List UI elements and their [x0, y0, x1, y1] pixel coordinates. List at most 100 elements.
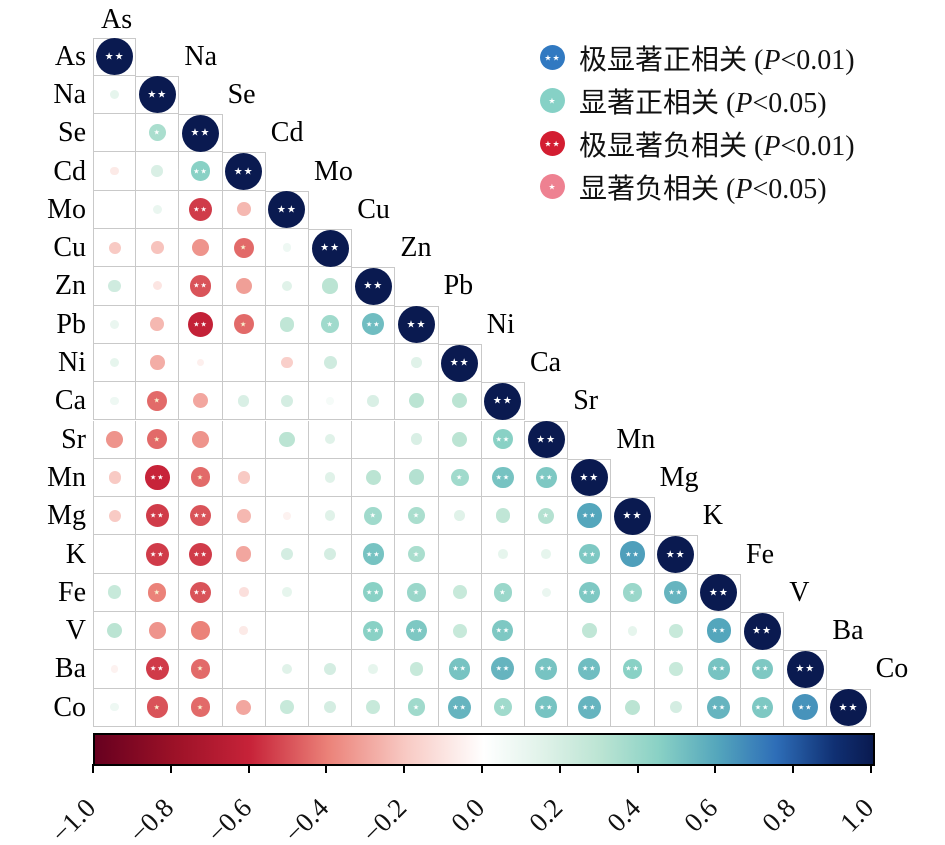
matrix-cell: ★: [179, 688, 223, 727]
matrix-cell: [352, 688, 396, 727]
corr-dot: [409, 662, 424, 676]
row-label: Mg: [47, 500, 86, 532]
corr-dot: ★★: [751, 696, 773, 718]
matrix-cell: ★★: [568, 535, 612, 574]
col-label: Cd: [270, 117, 304, 149]
corr-dot: [411, 357, 422, 368]
sig-stars: ★★: [276, 204, 297, 216]
row-label: Mo: [47, 193, 86, 225]
corr-dot: ★★: [189, 504, 212, 527]
corr-dot: ★★: [448, 695, 472, 719]
matrix-cell: [179, 420, 223, 459]
corr-dot: [108, 241, 121, 254]
sig-stars: ★: [240, 243, 248, 252]
matrix-cell: [654, 688, 698, 727]
matrix-cell: ★★: [784, 650, 828, 689]
corr-dot: [281, 280, 293, 292]
matrix-cell: [93, 535, 137, 574]
sig-stars: ★: [548, 96, 557, 105]
sig-stars: ★: [153, 128, 161, 137]
matrix-cell: ★★: [525, 420, 569, 459]
sig-stars: ★★: [193, 320, 208, 329]
col-label: Mn: [616, 423, 656, 455]
matrix-cell: ★★: [568, 458, 612, 498]
sig-stars: ★★: [579, 472, 600, 484]
matrix-cell: ★: [438, 458, 482, 498]
colorbar-tick-label: 0.4: [600, 792, 646, 838]
corr-dot: ★★: [577, 695, 601, 719]
matrix-cell: [265, 382, 309, 421]
colorbar-tick-label: −0.4: [278, 792, 335, 845]
corr-dot: ★★: [619, 541, 646, 567]
matrix-cell: [309, 420, 353, 459]
matrix-cell: ★★: [179, 497, 223, 536]
matrix-cell: ★★: [481, 650, 525, 689]
matrix-cell: [309, 535, 353, 574]
matrix-cell: [93, 650, 137, 689]
matrix-cell: ★: [352, 497, 396, 536]
sig-stars: ★★: [104, 51, 125, 63]
colorbar-tick-label: −1.0: [45, 792, 102, 845]
sig-stars: ★★: [150, 473, 165, 482]
matrix-cell: ★★: [611, 535, 655, 574]
sig-stars: ★★: [449, 357, 470, 369]
corr-dot: [624, 699, 641, 715]
sig-stars: ★★: [711, 664, 727, 673]
corr-dot: [668, 662, 683, 676]
sig-stars: ★★: [582, 588, 597, 597]
sig-stars: ★★: [538, 473, 554, 482]
corr-dot: [281, 663, 293, 675]
matrix-cell: ★: [136, 114, 180, 153]
matrix-cell: [525, 573, 569, 612]
sig-stars: ★: [153, 588, 161, 597]
matrix-cell: [179, 382, 223, 421]
corr-dot: [152, 281, 162, 291]
sig-stars: ★★: [452, 703, 467, 712]
matrix-cell: ★★: [568, 650, 612, 689]
corr-dot: ★★: [664, 580, 688, 604]
row-label: Se: [58, 117, 86, 149]
corr-dot: ★★: [491, 657, 515, 681]
sig-stars: ★★: [582, 511, 597, 520]
sig-stars: ★★: [711, 703, 727, 712]
sig-stars: ★: [499, 588, 507, 597]
sig-stars: ★: [369, 511, 377, 520]
matrix-cell: [136, 267, 180, 306]
corr-dot: ★★: [397, 306, 435, 344]
matrix-cell: [93, 573, 137, 612]
matrix-cell: [352, 650, 396, 689]
matrix-cell: [352, 343, 396, 383]
matrix-cell: ★★: [525, 650, 569, 689]
sig-stars: ★★: [708, 587, 729, 599]
corr-dot: [324, 472, 336, 483]
corr-dot: ★★: [362, 313, 385, 336]
matrix-cell: [352, 382, 396, 421]
sig-stars: ★★: [193, 167, 208, 176]
matrix-cell: ★★: [179, 152, 223, 191]
matrix-cell: [222, 535, 266, 574]
corr-dot: [192, 239, 209, 257]
colorbar-tick: [247, 764, 250, 773]
row-label: Ca: [54, 385, 86, 417]
corr-dot: ★: [408, 507, 425, 525]
sig-stars: ★★: [492, 395, 513, 407]
colorbar-tick: [792, 764, 795, 773]
sig-stars: ★★: [752, 625, 773, 637]
matrix-cell: ★★: [481, 612, 525, 651]
corr-dot: [324, 662, 337, 676]
col-label: Na: [184, 40, 218, 72]
matrix-cell: [222, 497, 266, 536]
matrix-cell: ★★: [352, 267, 396, 306]
sig-stars: ★: [153, 703, 161, 712]
matrix-cell: [93, 688, 137, 727]
corr-dot: [236, 202, 251, 217]
matrix-cell: ★: [481, 688, 525, 727]
corr-dot: ★★: [708, 658, 730, 680]
matrix-cell: ★★: [568, 497, 612, 536]
matrix-cell: [136, 305, 180, 344]
corr-dot: [326, 397, 334, 405]
matrix-cell: [179, 612, 223, 651]
matrix-cell: ★: [481, 573, 525, 612]
matrix-cell: [395, 382, 439, 421]
